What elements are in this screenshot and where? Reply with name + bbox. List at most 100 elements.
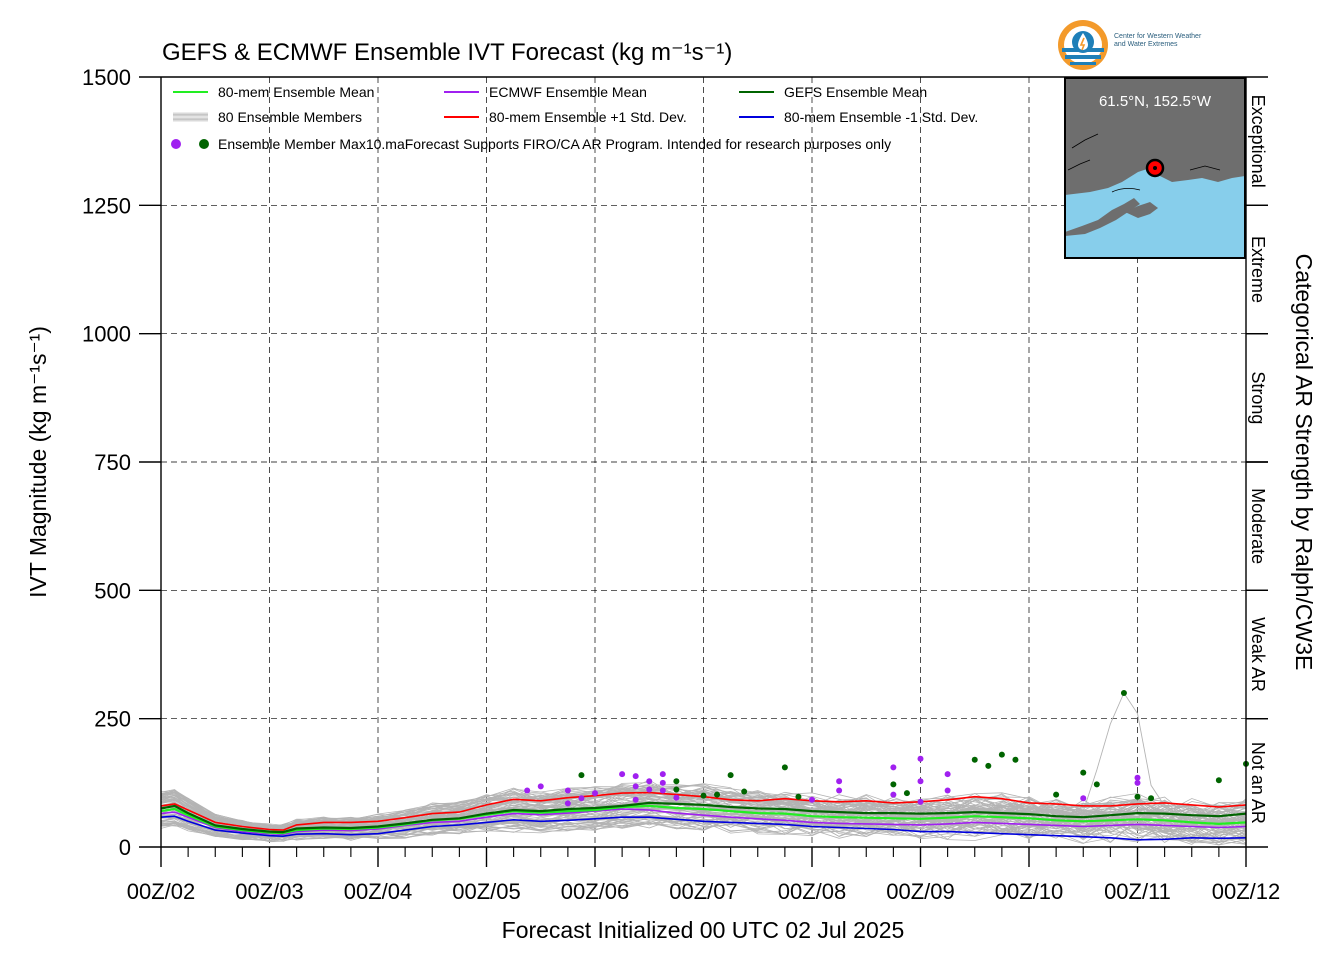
series-line-4 [160, 815, 1247, 841]
max-point [619, 771, 626, 778]
ensemble-member-line [160, 817, 1247, 844]
x-tick-label: 00Z/09 [886, 879, 955, 904]
legend-entry-label: 80-mem Ensemble Mean [218, 84, 374, 100]
inset-location-label: 61.5°N, 152.5°W [1099, 93, 1212, 110]
x-tick-label: 00Z/05 [452, 879, 521, 904]
max-point [1215, 777, 1222, 784]
max-point [1134, 774, 1141, 781]
max-point [890, 791, 897, 798]
max-point [727, 772, 734, 779]
max-point [564, 787, 571, 794]
ar-strength-axis-label: Categorical AR Strength by Ralph/CW3E [1291, 254, 1317, 671]
legend-entry-label: 80 Ensemble Members [218, 109, 362, 125]
category-label: Weak AR [1248, 617, 1268, 692]
y-tick-label: 1500 [82, 65, 131, 90]
legend-entry-label: Ensemble Member Max10.maForecast Support… [218, 136, 891, 152]
max-point [971, 756, 978, 763]
cw3e-logo: Center for Western Weather and Water Ext… [1056, 18, 1246, 74]
max-point [646, 786, 653, 793]
legend-swatch-dot-ecmwf [171, 139, 181, 149]
max-point [564, 800, 571, 807]
legend-entry-label: ECMWF Ensemble Mean [489, 84, 647, 100]
max-point [917, 798, 924, 805]
legend-entry-label: GEFS Ensemble Mean [784, 84, 927, 100]
y-tick-label: 250 [94, 707, 131, 732]
series-line-0 [160, 804, 1247, 835]
max-point [673, 778, 680, 785]
max-point [592, 790, 598, 797]
category-label: Not an AR [1248, 742, 1268, 824]
max-point [632, 773, 639, 780]
category-label: Strong [1248, 371, 1268, 424]
x-tick-label: 00Z/10 [995, 879, 1064, 904]
max-point [578, 772, 585, 779]
ensemble-member-line [160, 798, 1247, 836]
max-point [903, 790, 910, 797]
y-tick-label: 0 [119, 835, 131, 860]
max-point [917, 755, 924, 762]
max-point [1093, 781, 1100, 788]
ensemble-member-line [160, 815, 1247, 843]
max-point [944, 787, 951, 794]
ensemble-member-line [160, 787, 1247, 828]
max-point [537, 783, 544, 790]
location-marker-center [1153, 166, 1157, 170]
category-label: Exceptional [1248, 95, 1268, 188]
max-point [1012, 756, 1019, 763]
max-point [659, 771, 666, 778]
max-point [917, 778, 924, 785]
inset-map-peninsula [1065, 198, 1140, 236]
max-point [998, 751, 1005, 758]
max-point [646, 778, 653, 785]
max-point [673, 786, 680, 793]
inset-map-ocean [1065, 168, 1245, 258]
logo-text-line1: Center for Western Weather [1114, 33, 1202, 40]
legend-swatch-dot-gefs [199, 139, 209, 149]
inset-map-coastline [1111, 188, 1141, 193]
max-point [1134, 779, 1141, 786]
max-point [659, 787, 666, 794]
max-point [781, 764, 788, 771]
max-point [836, 778, 843, 785]
legend-entry-label: 80-mem Ensemble -1 Std. Dev. [784, 109, 978, 125]
chart-title: GEFS & ECMWF Ensemble IVT Forecast (kg m… [162, 39, 732, 66]
max-point [1148, 795, 1155, 802]
x-tick-label: 00Z/08 [778, 879, 847, 904]
max-point [1080, 769, 1087, 776]
x-tick-label: 00Z/07 [669, 879, 738, 904]
inset-map-island [1125, 202, 1158, 218]
max-point [890, 764, 897, 771]
max-point [714, 791, 721, 798]
max-point [1120, 690, 1127, 696]
max-point [632, 796, 639, 803]
x-tick-label: 00Z/06 [561, 879, 630, 904]
logo-text-line2: and Water Extremes [1114, 41, 1178, 48]
series-line-3 [160, 791, 1247, 831]
series-line-2 [160, 801, 1247, 834]
category-label: Extreme [1248, 236, 1268, 303]
max-point [809, 796, 815, 803]
cw3e-logo-icon [1058, 20, 1108, 70]
max-point [1134, 793, 1141, 800]
max-point [890, 781, 897, 788]
max-point [1080, 795, 1087, 802]
y-tick-label: 1250 [82, 193, 131, 218]
max-point [524, 787, 531, 794]
logo-text: Center for Western Weather and Water Ext… [1114, 33, 1201, 49]
max-point [741, 788, 748, 795]
max-point [1053, 791, 1060, 798]
x-axis-label: Forecast Initialized 00 UTC 02 Jul 2025 [502, 917, 905, 943]
y-tick-label: 500 [94, 578, 131, 603]
max-point [944, 771, 951, 778]
inset-map-border [1064, 77, 1246, 259]
max-point [673, 794, 680, 801]
max-point [700, 792, 707, 799]
inset-map-rivers [1067, 133, 1221, 171]
max-point [578, 795, 585, 802]
max-point [795, 793, 802, 800]
max-point [659, 779, 666, 786]
x-tick-label: 00Z/03 [235, 879, 304, 904]
max-point [985, 762, 992, 769]
